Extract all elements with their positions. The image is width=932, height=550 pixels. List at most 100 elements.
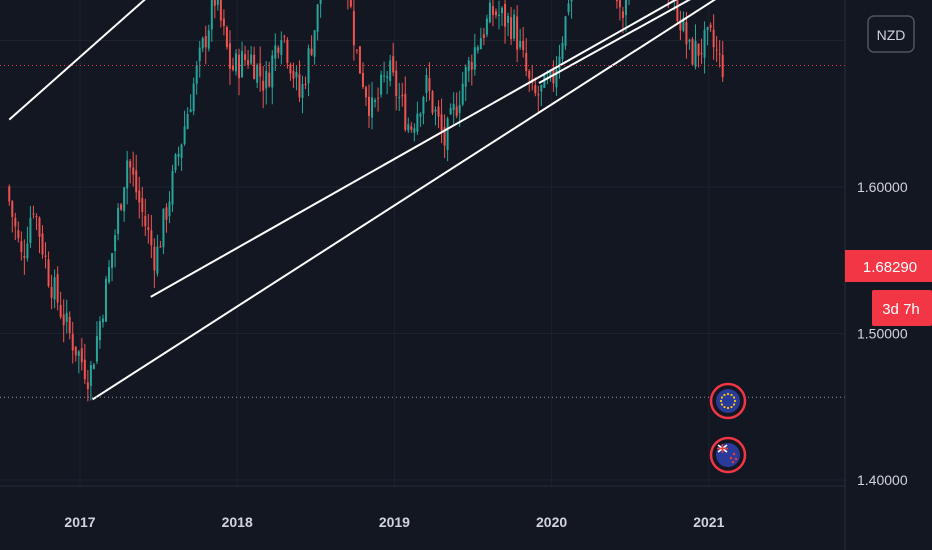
candle-body	[507, 15, 510, 23]
countdown-label: 3d 7h	[872, 290, 932, 326]
candle-body	[29, 217, 32, 244]
candle-body	[349, 0, 352, 7]
candle-body	[92, 364, 95, 370]
candle-body	[552, 69, 555, 84]
candle-body	[244, 54, 247, 61]
candle-body	[488, 2, 491, 23]
candle-body	[165, 207, 168, 220]
candle-body	[301, 83, 304, 99]
candle-body	[706, 27, 709, 31]
candle-body	[479, 38, 482, 50]
candle-body	[510, 17, 513, 40]
candle-body	[425, 74, 428, 94]
candle-body	[147, 227, 150, 230]
candle-body	[476, 47, 479, 51]
candle-body	[494, 11, 497, 16]
candle-body	[377, 97, 380, 99]
candle-body	[537, 94, 540, 96]
trend-line[interactable]	[538, 0, 806, 84]
currency-badge-text: NZD	[877, 27, 906, 43]
price-axis[interactable]: 2.000001.900001.800001.600001.500001.400…	[857, 0, 908, 488]
candle-body	[180, 144, 183, 158]
candle-body	[89, 365, 92, 386]
candle-body	[189, 109, 192, 112]
candle-body	[17, 230, 20, 239]
candle-body	[485, 18, 488, 35]
candle-body	[558, 56, 561, 70]
candle-body	[721, 54, 724, 78]
time-axis[interactable]: 2017 2018 2019 2020 2021	[64, 514, 724, 530]
trend-line[interactable]	[150, 0, 796, 298]
candle-body	[374, 100, 377, 102]
candle-body	[44, 255, 47, 257]
candle-body	[183, 126, 186, 145]
candle-body	[709, 24, 712, 28]
candle-body	[86, 382, 89, 390]
candle-body	[129, 161, 132, 168]
candle-body	[685, 22, 688, 45]
candle-body	[534, 85, 537, 94]
candle-body	[35, 216, 38, 218]
candle-body	[117, 207, 120, 234]
candle-body	[513, 14, 516, 39]
candle-body	[364, 87, 367, 98]
trend-line[interactable]	[92, 0, 827, 401]
candle-body	[688, 39, 691, 42]
candle-body	[71, 333, 74, 351]
candle-body	[289, 64, 292, 74]
candle-body	[464, 66, 467, 87]
candle-body	[458, 104, 461, 113]
candle-body	[283, 36, 286, 38]
candle-body	[171, 170, 174, 205]
nz-flag-icon[interactable]	[709, 436, 747, 474]
candle-body	[679, 20, 682, 31]
candle-body	[712, 29, 715, 48]
candle-body	[41, 233, 44, 255]
candle-body	[482, 34, 485, 39]
candle-body	[304, 83, 307, 86]
candle-body	[431, 91, 434, 113]
drawings[interactable]	[8, 0, 827, 401]
candle-body	[150, 230, 153, 246]
x-tick-label: 2020	[536, 514, 567, 530]
candle-body	[621, 11, 624, 18]
candle-body	[361, 72, 364, 87]
candle-body	[153, 246, 156, 271]
candle-body	[216, 0, 219, 5]
candle-body	[292, 70, 295, 79]
candle-body	[228, 43, 231, 69]
candle-body	[355, 49, 358, 51]
candle-body	[77, 351, 80, 356]
y-tick-label: 1.60000	[857, 179, 908, 195]
currency-badge[interactable]: NZD	[867, 15, 915, 53]
eu-flag-icon[interactable]	[709, 382, 747, 420]
candle-body	[114, 235, 117, 251]
candle-body	[259, 63, 262, 77]
candle-body	[522, 40, 525, 51]
candle-body	[428, 78, 431, 92]
candle-body	[449, 108, 452, 114]
candle-body	[383, 75, 386, 77]
candle-body	[177, 153, 180, 157]
candle-body	[144, 215, 147, 227]
candle-body	[26, 243, 29, 259]
countdown-text: 3d 7h	[882, 301, 920, 318]
candle-body	[371, 97, 374, 118]
candle-body	[247, 59, 250, 65]
candle-body	[618, 0, 621, 8]
trend-line[interactable]	[8, 0, 611, 121]
candle-body	[14, 217, 17, 227]
candle-body	[358, 46, 361, 74]
candle-body	[56, 274, 59, 303]
candle-body	[50, 286, 53, 298]
candle-body	[715, 49, 718, 51]
candle-body	[419, 113, 422, 117]
candle-body	[62, 314, 65, 326]
candle-body	[540, 84, 543, 92]
candle-body	[543, 74, 546, 88]
candle-body	[123, 187, 126, 212]
candle-body	[98, 321, 101, 341]
candle-body	[434, 109, 437, 112]
candle-body	[265, 70, 268, 89]
